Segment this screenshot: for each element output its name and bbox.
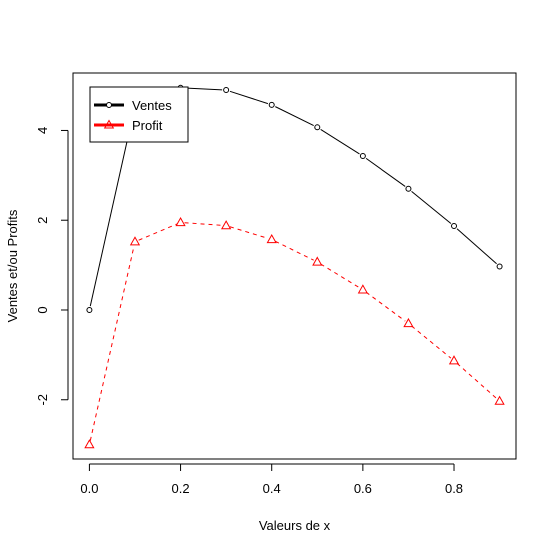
data-point-profit — [129, 236, 141, 246]
series-profit — [84, 216, 505, 449]
data-point-profit — [266, 233, 277, 244]
x-tick-label: 0.8 — [445, 481, 463, 496]
data-point-ventes — [405, 185, 412, 192]
series-segment-profit — [320, 263, 360, 289]
series-segment-ventes — [320, 129, 360, 155]
data-point-profit — [175, 216, 186, 227]
legend-marker-profit — [103, 119, 115, 129]
legend: Ventes Profit — [89, 86, 189, 143]
x-tick-label: 0.2 — [172, 481, 190, 496]
data-point-profit — [221, 220, 232, 230]
data-point-profit — [312, 256, 323, 266]
y-tick-label: -2 — [35, 394, 50, 406]
data-point-profit — [403, 317, 414, 328]
data-point-ventes — [496, 263, 503, 270]
series-segment-profit — [229, 226, 269, 239]
series-segment-profit — [365, 291, 406, 322]
y-axis: -2 0 2 4 — [35, 127, 69, 406]
legend-label-profit: Profit — [132, 118, 163, 133]
series-segment-ventes — [184, 87, 223, 91]
x-tick-label: 0.6 — [354, 481, 372, 496]
legend-marker-ventes — [106, 102, 112, 108]
y-axis-label: Ventes et/ou Profits — [5, 209, 20, 322]
data-point-ventes — [223, 87, 230, 94]
series-segment-ventes — [411, 190, 452, 224]
data-point-profit — [448, 355, 460, 365]
y-tick-label: 4 — [35, 127, 50, 134]
data-point-ventes — [451, 223, 458, 230]
series-segment-profit — [89, 245, 135, 441]
data-point-profit — [357, 284, 368, 294]
series-segment-ventes — [456, 228, 497, 265]
data-point-ventes — [86, 306, 93, 313]
x-axis-label: Valeurs de x — [259, 518, 331, 533]
legend-label-ventes: Ventes — [132, 98, 172, 113]
series-segment-profit — [138, 223, 178, 241]
series-segment-ventes — [229, 90, 269, 105]
series-segment-profit — [411, 325, 452, 359]
x-axis: 0.0 0.2 0.4 0.6 0.8 — [80, 463, 463, 496]
series-segment-profit — [184, 222, 223, 226]
plot-frame — [72, 72, 517, 460]
data-point-profit — [84, 439, 95, 449]
data-point-ventes — [314, 124, 321, 131]
series-segment-profit — [456, 362, 497, 399]
y-tick-label: 2 — [35, 217, 50, 224]
data-point-ventes — [359, 153, 366, 160]
legend-box — [89, 86, 189, 143]
x-tick-label: 0.0 — [80, 481, 98, 496]
series-segment-profit — [275, 240, 314, 261]
series-segment-ventes — [365, 157, 406, 187]
y-tick-label: 0 — [35, 306, 50, 313]
x-tick-label: 0.4 — [263, 481, 281, 496]
series-segment-ventes — [275, 106, 314, 126]
data-point-ventes — [268, 101, 275, 108]
data-point-profit — [494, 395, 505, 405]
